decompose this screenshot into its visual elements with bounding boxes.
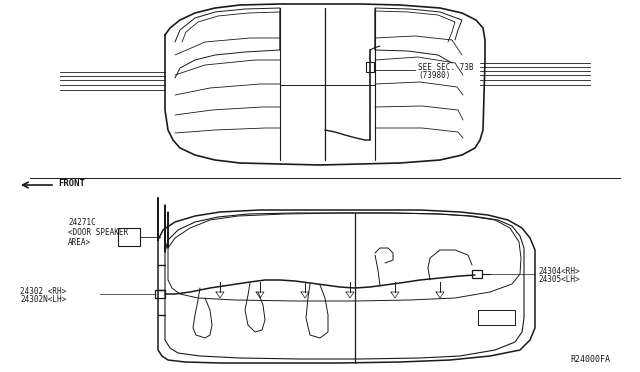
Text: AREA>: AREA> [68,237,91,247]
Text: FRONT: FRONT [58,179,85,187]
Text: <DOOR SPEAKER: <DOOR SPEAKER [68,228,128,237]
Text: 24305<LH>: 24305<LH> [538,276,580,285]
Text: R24000FA: R24000FA [570,356,610,365]
Bar [118,228,140,246]
Bar [155,290,165,298]
Bar [472,270,482,278]
Text: SEE SEC. 73B: SEE SEC. 73B [418,62,474,71]
Text: 24302N<LH>: 24302N<LH> [20,295,67,305]
Text: 24304<RH>: 24304<RH> [538,266,580,276]
Text: (73980): (73980) [418,71,451,80]
Bar [366,62,374,72]
Text: 24271C: 24271C [68,218,96,227]
Text: 24302 <RH>: 24302 <RH> [20,286,67,295]
